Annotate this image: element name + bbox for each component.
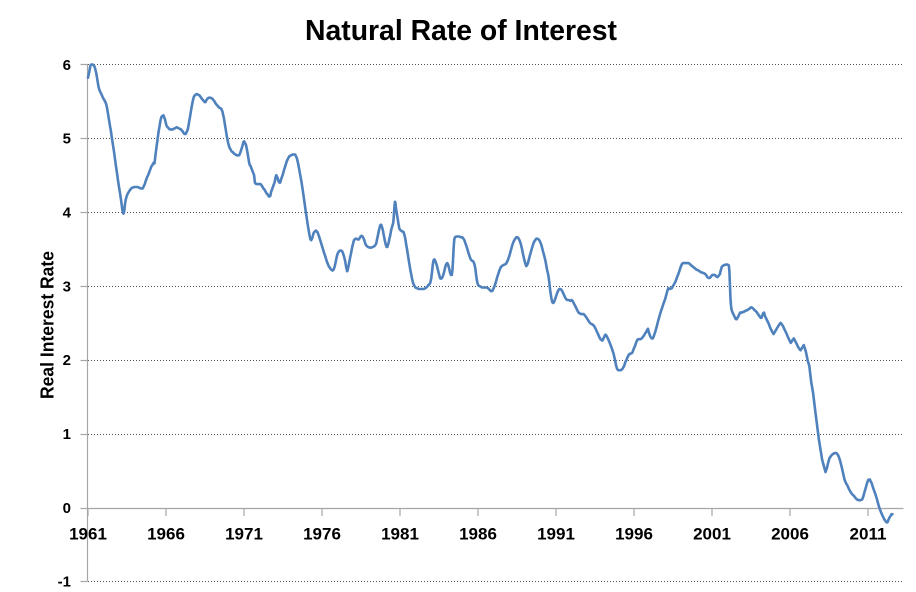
svg-text:2001: 2001 — [693, 525, 731, 544]
svg-text:2011: 2011 — [850, 525, 887, 544]
svg-text:3: 3 — [63, 278, 71, 295]
svg-text:6: 6 — [63, 57, 71, 74]
svg-text:5: 5 — [63, 131, 71, 148]
svg-text:1961: 1961 — [69, 525, 107, 544]
svg-text:2006: 2006 — [771, 525, 809, 544]
svg-text:1966: 1966 — [147, 525, 185, 544]
svg-text:0: 0 — [63, 500, 71, 517]
svg-text:1986: 1986 — [459, 525, 497, 544]
svg-text:4: 4 — [63, 205, 72, 222]
svg-text:1991: 1991 — [537, 525, 575, 544]
svg-text:1971: 1971 — [225, 525, 263, 544]
svg-text:-1: -1 — [58, 574, 71, 591]
svg-text:1: 1 — [63, 426, 71, 443]
svg-text:1981: 1981 — [381, 525, 419, 544]
svg-text:Natural Rate of Interest: Natural Rate of Interest — [305, 15, 617, 47]
svg-text:1996: 1996 — [615, 525, 653, 544]
svg-text:Real Interest Rate: Real Interest Rate — [38, 251, 58, 399]
svg-text:1976: 1976 — [303, 525, 341, 544]
svg-text:2: 2 — [63, 352, 71, 369]
